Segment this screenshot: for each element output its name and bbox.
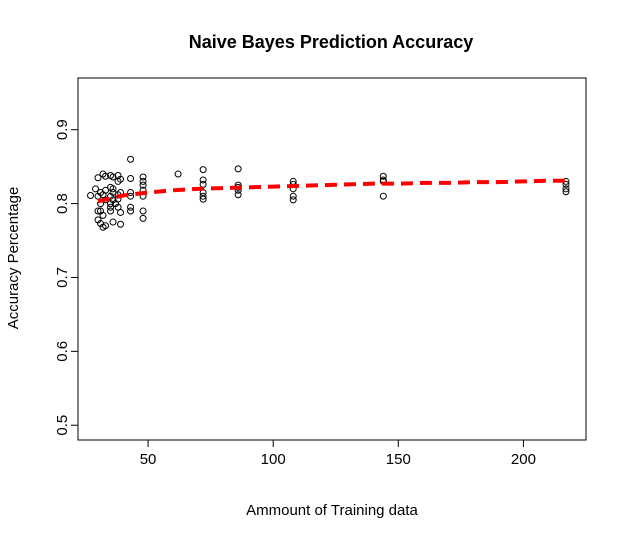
data-point xyxy=(102,172,110,180)
data-point xyxy=(107,203,115,211)
data-point xyxy=(562,180,570,188)
data-point xyxy=(139,173,147,181)
data-point xyxy=(199,192,207,200)
x-tick-label: 100 xyxy=(261,451,286,468)
data-point xyxy=(562,188,570,196)
data-point xyxy=(109,173,117,181)
x-tick-label: 50 xyxy=(140,451,157,468)
x-axis-label: Ammount of Training data xyxy=(246,502,418,519)
data-point xyxy=(109,218,117,226)
data-point xyxy=(127,155,135,163)
x-tick-label: 200 xyxy=(511,451,536,468)
data-point xyxy=(107,207,115,215)
data-point xyxy=(127,207,135,215)
data-point xyxy=(94,174,102,182)
data-point xyxy=(117,220,125,228)
data-point xyxy=(199,195,207,203)
data-point xyxy=(102,222,110,230)
data-point xyxy=(139,181,147,189)
x-tick-label: 150 xyxy=(386,451,411,468)
data-point xyxy=(127,189,135,197)
x-axis: 50 100 150 200 xyxy=(140,440,536,468)
data-point xyxy=(199,166,207,174)
y-axis-label: Accuracy Percentage xyxy=(5,187,22,330)
data-point xyxy=(94,207,102,215)
data-point xyxy=(289,196,297,204)
data-point xyxy=(234,165,242,173)
data-point xyxy=(127,203,135,211)
y-tick-label: 0.6 xyxy=(54,341,71,362)
data-point xyxy=(379,172,387,180)
data-point xyxy=(117,175,125,183)
y-tick-label: 0.8 xyxy=(54,193,71,214)
data-point xyxy=(289,192,297,200)
data-point xyxy=(127,174,135,182)
data-point xyxy=(199,180,207,188)
data-point xyxy=(109,185,117,193)
y-tick-label: 0.7 xyxy=(54,267,71,288)
data-point xyxy=(379,192,387,200)
data-point xyxy=(234,191,242,199)
data-point xyxy=(174,170,182,178)
data-point xyxy=(139,177,147,185)
data-point xyxy=(562,185,570,193)
data-point xyxy=(139,214,147,222)
y-axis: 0.5 0.6 0.7 0.8 0.9 xyxy=(54,119,78,436)
plot-area-frame xyxy=(77,77,587,441)
data-point xyxy=(117,208,125,216)
data-point xyxy=(87,191,95,199)
data-point xyxy=(139,207,147,215)
trend-line xyxy=(97,178,566,204)
data-point xyxy=(92,185,100,193)
data-point xyxy=(199,176,207,184)
y-tick-label: 0.9 xyxy=(54,119,71,140)
chart-title: Naive Bayes Prediction Accuracy xyxy=(189,32,473,52)
data-point xyxy=(102,186,110,194)
series-layer xyxy=(87,155,570,231)
data-point xyxy=(99,211,107,219)
y-tick-label: 0.5 xyxy=(54,415,71,436)
